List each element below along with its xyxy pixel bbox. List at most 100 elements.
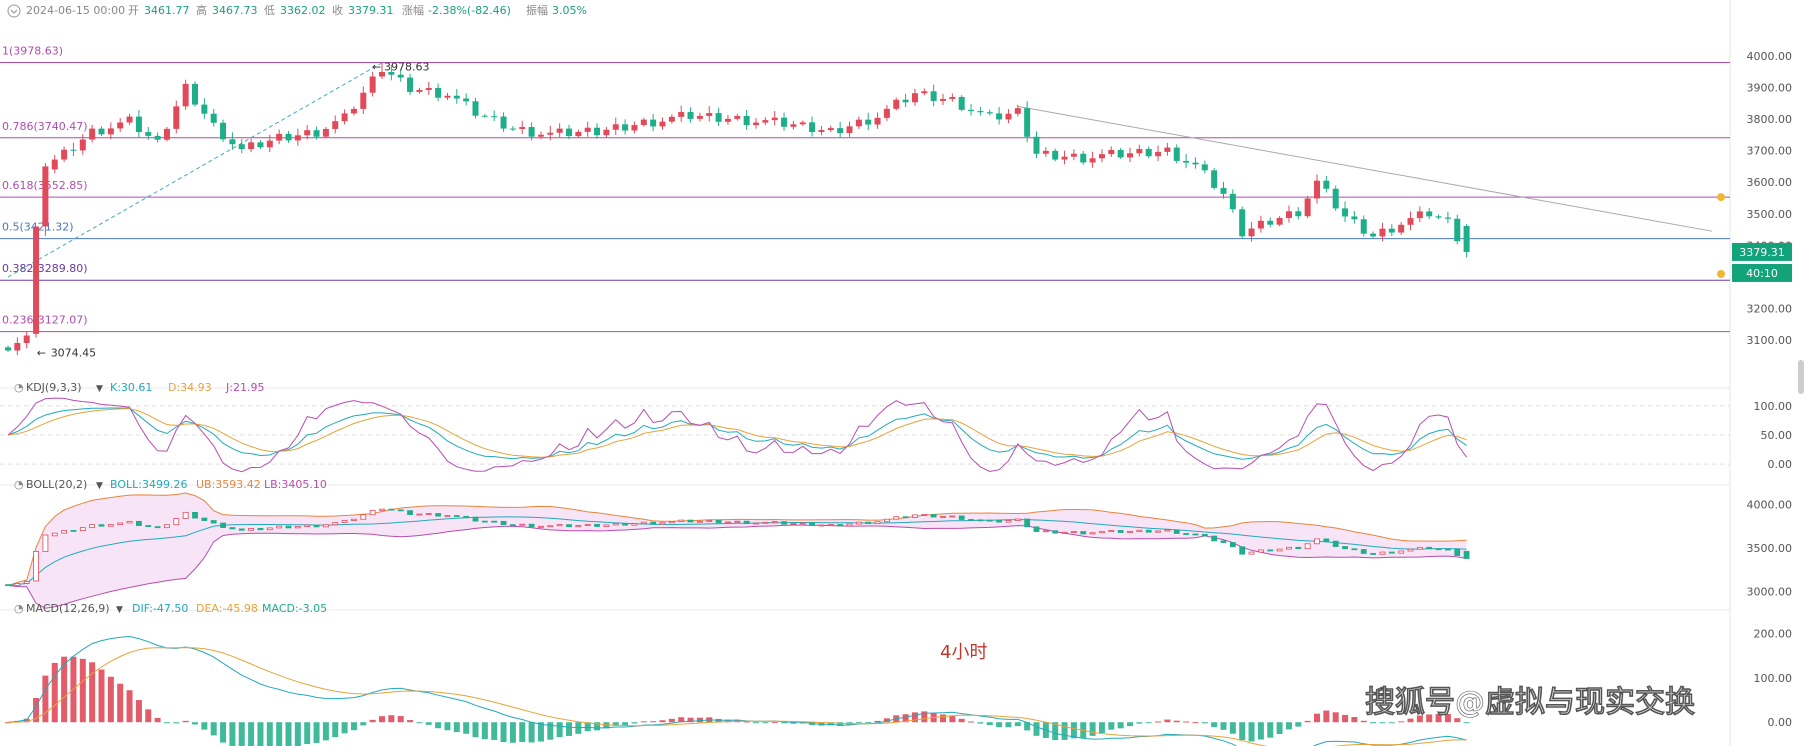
candle[interactable] <box>902 99 909 103</box>
candle[interactable] <box>1136 148 1143 154</box>
candle[interactable] <box>229 139 236 145</box>
candle[interactable] <box>210 113 217 123</box>
candle[interactable] <box>350 108 357 114</box>
candle[interactable] <box>1304 198 1311 217</box>
candle[interactable] <box>248 142 255 150</box>
candle[interactable] <box>1183 160 1190 163</box>
candle[interactable] <box>79 139 86 151</box>
candle[interactable] <box>341 113 348 122</box>
candle[interactable] <box>940 98 946 101</box>
candle[interactable] <box>1229 193 1236 210</box>
candle[interactable] <box>996 113 1003 120</box>
dropdown-caret-icon[interactable]: ▼ <box>116 605 123 615</box>
candle[interactable] <box>276 133 283 141</box>
candle[interactable] <box>285 133 292 141</box>
candle[interactable] <box>173 106 180 129</box>
candle[interactable] <box>622 124 629 131</box>
dropdown-caret-icon[interactable]: ▼ <box>96 384 103 394</box>
candle[interactable] <box>1042 150 1049 154</box>
scrollbar-handle[interactable] <box>1798 360 1804 394</box>
candle[interactable] <box>23 335 30 344</box>
candle[interactable] <box>238 144 245 150</box>
candle[interactable] <box>603 129 610 136</box>
candle[interactable] <box>435 88 442 98</box>
candle[interactable] <box>369 76 376 93</box>
candle[interactable] <box>528 127 535 137</box>
candle[interactable] <box>594 127 601 136</box>
candle[interactable] <box>556 128 563 133</box>
alert-dot[interactable] <box>1717 193 1725 202</box>
candle[interactable] <box>584 127 591 132</box>
candle[interactable] <box>1360 219 1367 234</box>
candle[interactable] <box>182 83 189 107</box>
candle[interactable] <box>51 159 58 170</box>
candle[interactable] <box>425 88 432 90</box>
candle[interactable] <box>1248 228 1255 237</box>
candle[interactable] <box>1005 113 1012 120</box>
candle[interactable] <box>846 126 853 134</box>
candle[interactable] <box>724 118 731 122</box>
candle[interactable] <box>678 112 685 117</box>
candle[interactable] <box>304 130 311 136</box>
candle[interactable] <box>463 98 470 102</box>
candle[interactable] <box>612 124 619 130</box>
candle[interactable] <box>1295 211 1302 217</box>
candle[interactable] <box>257 142 264 148</box>
candle[interactable] <box>1098 154 1105 159</box>
candle[interactable] <box>1463 225 1470 252</box>
dropdown-caret-icon[interactable]: ▼ <box>96 481 103 491</box>
candle[interactable] <box>790 124 797 127</box>
candle[interactable] <box>893 99 900 109</box>
candle[interactable] <box>650 119 657 127</box>
candle[interactable] <box>537 134 544 137</box>
candle[interactable] <box>1342 208 1349 217</box>
candle[interactable] <box>1220 187 1227 194</box>
candle[interactable] <box>500 116 507 129</box>
candle[interactable] <box>322 128 329 137</box>
candle[interactable] <box>687 112 694 119</box>
candle[interactable] <box>1061 156 1068 160</box>
alert-dot[interactable] <box>1717 269 1725 278</box>
candle[interactable] <box>762 120 769 123</box>
candle[interactable] <box>696 115 703 119</box>
candle[interactable] <box>855 119 862 127</box>
candle[interactable] <box>949 97 956 99</box>
candle[interactable] <box>911 93 918 103</box>
candle[interactable] <box>837 128 844 134</box>
candle[interactable] <box>771 117 778 121</box>
candle[interactable] <box>416 89 423 92</box>
candle[interactable] <box>1267 220 1274 225</box>
candle[interactable] <box>98 128 105 135</box>
candle[interactable] <box>706 113 713 116</box>
candle[interactable] <box>388 71 395 75</box>
candle[interactable] <box>1052 150 1059 160</box>
candle[interactable] <box>201 104 208 114</box>
candle[interactable] <box>1416 211 1423 219</box>
candle[interactable] <box>930 91 937 101</box>
candle[interactable] <box>154 135 161 140</box>
candle[interactable] <box>1379 228 1386 237</box>
candle[interactable] <box>360 92 367 109</box>
candle[interactable] <box>117 122 124 129</box>
candle[interactable] <box>566 128 572 137</box>
candle[interactable] <box>42 166 49 227</box>
candle[interactable] <box>1276 217 1283 225</box>
candle[interactable] <box>1145 148 1152 157</box>
candle[interactable] <box>968 109 975 112</box>
candle[interactable] <box>921 91 928 94</box>
candle[interactable] <box>70 149 77 151</box>
candle[interactable] <box>734 115 741 119</box>
candle[interactable] <box>145 132 152 136</box>
candle[interactable] <box>332 121 339 129</box>
candle[interactable] <box>1257 220 1264 229</box>
candle[interactable] <box>1192 162 1199 165</box>
candle[interactable] <box>1014 108 1021 114</box>
candle[interactable] <box>192 83 198 105</box>
candle[interactable] <box>453 95 460 99</box>
candle[interactable] <box>1239 209 1246 237</box>
candle[interactable] <box>1426 211 1433 217</box>
candle[interactable] <box>407 77 414 92</box>
candle[interactable] <box>1454 218 1461 242</box>
candle[interactable] <box>631 125 638 131</box>
candle[interactable] <box>126 116 133 123</box>
